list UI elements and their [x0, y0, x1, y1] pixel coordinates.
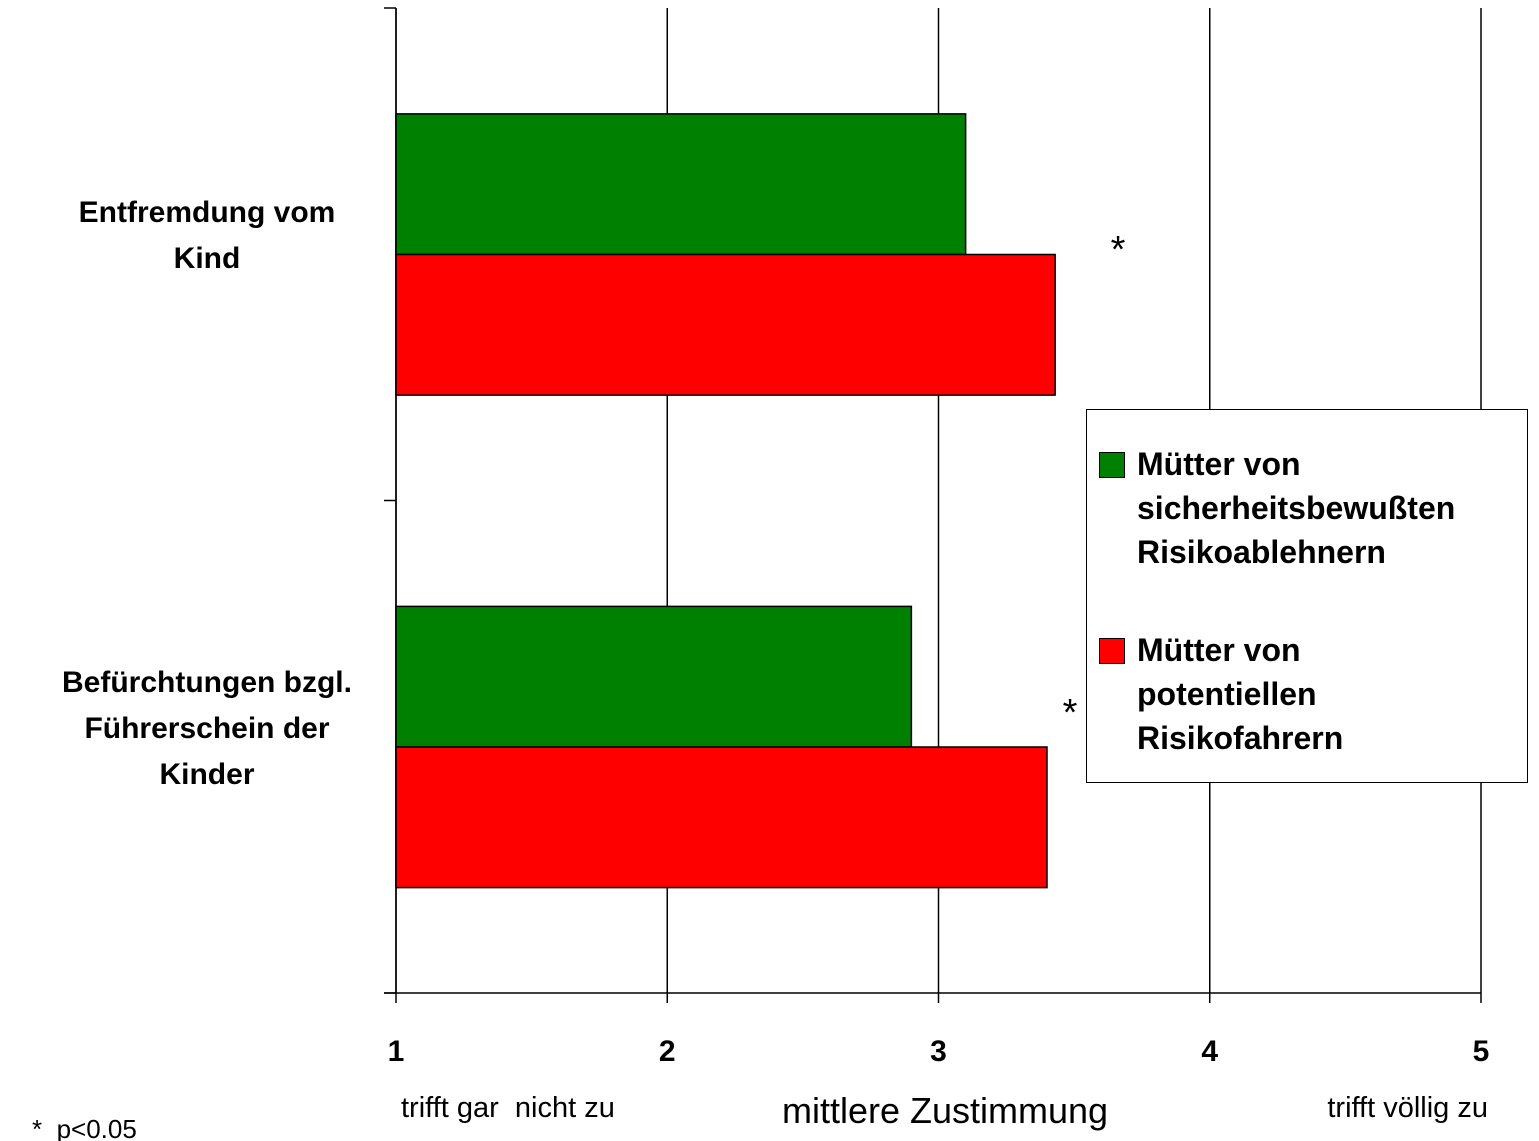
annotation: *	[1111, 229, 1126, 271]
bar	[395, 605, 913, 748]
annotation: * p<0.05	[32, 1114, 137, 1141]
legend-swatch	[1099, 452, 1125, 478]
x-tick-label: 3	[930, 1035, 947, 1068]
legend: Mütter von sicherheitsbewußten Risikoabl…	[1086, 409, 1528, 783]
legend-swatch	[1099, 638, 1125, 664]
legend-entry: Mütter von sicherheitsbewußten Risikoabl…	[1099, 442, 1455, 574]
x-axis-label: mittlere Zustimmung	[782, 1090, 1108, 1131]
x-tick-label: 4	[1201, 1035, 1218, 1068]
annotation: trifft völlig zu	[1327, 1092, 1488, 1124]
x-tick-label: 2	[659, 1035, 676, 1068]
x-tick-label: 1	[388, 1035, 405, 1068]
bar	[395, 746, 1048, 889]
legend-entry: Mütter von potentiellen Risikofahrern	[1099, 628, 1343, 760]
bar	[395, 113, 967, 256]
x-tick-label: 5	[1473, 1035, 1490, 1068]
annotation: trifft gar nicht zu	[401, 1092, 615, 1124]
bar	[395, 253, 1056, 396]
annotation: *	[1063, 692, 1078, 734]
category-label: Entfremdung vom Kind	[78, 196, 336, 276]
category-label: Befürchtungen bzgl. Führerschein der Kin…	[62, 665, 352, 791]
